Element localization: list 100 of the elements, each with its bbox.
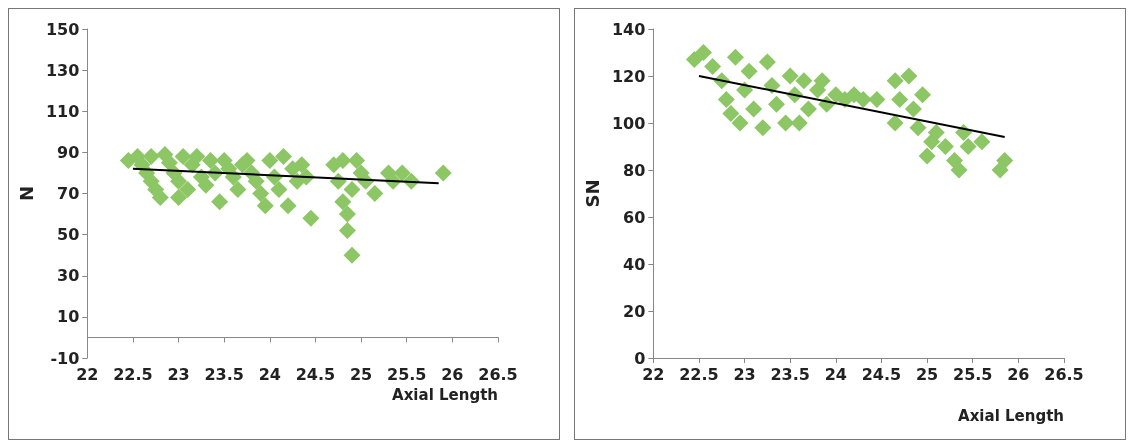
y-tick-label: 30	[57, 266, 80, 286]
point	[886, 72, 904, 90]
point	[996, 152, 1014, 170]
x-tick-label: 25	[349, 364, 373, 384]
y-tick-label: 60	[623, 207, 646, 227]
y-tick-label: 90	[57, 142, 80, 162]
point	[973, 133, 991, 151]
point	[366, 185, 384, 202]
x-tick-label: 23	[733, 364, 756, 384]
x-tick-label: 22.5	[679, 364, 719, 384]
point	[704, 58, 722, 76]
point	[758, 53, 776, 71]
y-axis-title: SN	[581, 179, 603, 208]
point	[151, 189, 169, 207]
x-tick-label: 26	[1007, 364, 1030, 384]
point	[790, 114, 808, 132]
point	[270, 180, 288, 198]
point	[142, 147, 160, 165]
point	[334, 193, 352, 211]
point	[334, 152, 352, 170]
y-tick-label: 130	[45, 60, 80, 80]
x-tick-label: 24.5	[861, 364, 902, 384]
point	[927, 123, 945, 141]
x-tick-label: 26.5	[478, 364, 518, 384]
point	[238, 152, 256, 170]
point	[918, 147, 936, 165]
point	[722, 105, 740, 123]
y-tick-label: 150	[45, 19, 80, 39]
point	[740, 62, 758, 80]
point	[950, 161, 968, 179]
point	[959, 138, 977, 155]
point	[795, 72, 813, 90]
point	[936, 138, 954, 155]
x-tick-label: 23.5	[770, 364, 810, 384]
x-tick-label: 24.5	[295, 364, 336, 384]
x-tick-label: 25.5	[952, 364, 993, 384]
point	[904, 100, 922, 118]
point	[293, 156, 311, 174]
y-tick-label: 50	[57, 225, 80, 245]
point	[275, 147, 293, 165]
point	[160, 154, 178, 172]
y-axis-title: N	[15, 185, 37, 202]
point	[777, 114, 795, 132]
x-tick-label: 22.5	[113, 364, 153, 384]
point	[170, 172, 188, 190]
x-tick-label: 23	[167, 364, 190, 384]
point	[726, 48, 744, 66]
y-tick-label: 70	[57, 184, 80, 203]
point	[685, 51, 703, 69]
point	[302, 209, 320, 227]
point	[338, 222, 356, 240]
x-tick-label: 24	[824, 364, 847, 384]
x-tick-label: 25.5	[386, 364, 427, 384]
point	[914, 86, 932, 104]
point	[731, 114, 749, 132]
x-axis-title: Axial Length	[392, 385, 498, 404]
point	[393, 164, 411, 182]
point	[343, 180, 361, 198]
point	[188, 147, 206, 165]
point	[754, 119, 772, 137]
x-tick-label: 26.5	[1044, 364, 1084, 384]
point	[179, 180, 197, 198]
point	[868, 91, 886, 108]
point	[348, 152, 366, 170]
point	[229, 180, 247, 198]
point	[174, 147, 192, 165]
point	[256, 197, 274, 215]
point	[813, 72, 831, 90]
point	[170, 189, 188, 207]
x-tick-label: 24	[258, 364, 281, 384]
x-tick-label: 23.5	[204, 364, 244, 384]
point	[202, 152, 220, 170]
point	[279, 197, 297, 215]
point	[434, 164, 452, 182]
y-tick-label: 80	[623, 160, 646, 180]
point	[886, 114, 904, 132]
y-tick-label: 40	[623, 254, 646, 274]
point	[745, 100, 763, 118]
point	[338, 205, 356, 223]
y-tick-label: 120	[611, 66, 646, 86]
point	[799, 100, 817, 118]
x-tick-label: 26	[441, 364, 464, 384]
y-tick-label: 20	[623, 301, 646, 321]
point	[900, 67, 918, 85]
point	[854, 91, 872, 108]
y-tick-label: 100	[611, 113, 646, 133]
point	[211, 193, 229, 211]
point	[768, 95, 786, 113]
point	[252, 185, 270, 202]
point	[343, 246, 361, 264]
x-axis-title: Axial Length	[958, 406, 1064, 425]
point	[261, 152, 279, 170]
point	[781, 67, 799, 85]
point	[695, 44, 712, 61]
point	[909, 119, 927, 137]
y-tick-label: 10	[57, 307, 80, 327]
point	[891, 91, 909, 108]
y-tick-label: 110	[45, 101, 80, 121]
x-tick-label: 25	[915, 364, 939, 384]
y-tick-label: 140	[611, 19, 646, 39]
